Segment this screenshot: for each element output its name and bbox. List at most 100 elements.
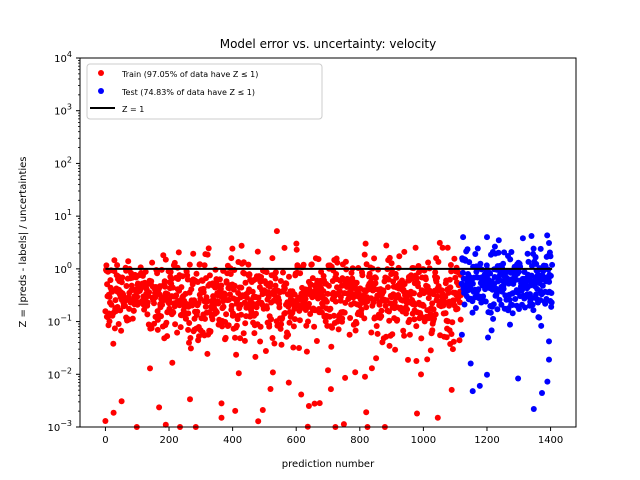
test-point	[472, 305, 479, 311]
train-point	[327, 305, 334, 312]
train-point	[436, 239, 443, 246]
train-point	[430, 306, 437, 313]
test-point	[461, 301, 468, 308]
train-point	[218, 400, 225, 407]
train-point	[170, 309, 177, 316]
train-point	[450, 338, 457, 345]
train-point	[298, 391, 305, 398]
test-point	[498, 301, 505, 308]
train-point	[386, 317, 393, 324]
train-point	[385, 284, 391, 291]
x-tick-label: 1400	[538, 435, 563, 446]
train-point	[361, 315, 368, 322]
train-point	[324, 290, 331, 297]
train-point	[418, 314, 425, 321]
train-point	[335, 326, 342, 333]
train-point	[400, 327, 407, 334]
train-point	[162, 256, 169, 263]
train-point	[102, 418, 109, 424]
train-point	[452, 274, 459, 281]
test-point	[500, 285, 507, 292]
train-point	[434, 293, 440, 300]
test-point	[537, 245, 544, 252]
train-point	[232, 334, 238, 341]
train-point	[267, 386, 274, 392]
train-point	[117, 307, 124, 314]
train-point	[163, 319, 170, 326]
train-point	[290, 323, 297, 330]
y-tick-label: 10−2	[47, 366, 72, 381]
train-point	[223, 311, 230, 318]
train-point	[322, 318, 329, 325]
train-point	[353, 279, 360, 286]
test-point	[529, 301, 536, 308]
train-point	[328, 343, 335, 350]
y-axis-label: Z = |preds - labels| / uncertainties	[18, 156, 29, 327]
train-point	[308, 261, 315, 268]
test-point	[530, 406, 537, 412]
train-point	[290, 344, 297, 351]
train-point	[115, 321, 122, 327]
train-point	[241, 337, 248, 344]
train-point	[103, 262, 110, 269]
train-point	[285, 331, 292, 338]
train-point	[315, 256, 322, 263]
train-point	[342, 374, 349, 381]
train-point	[296, 345, 302, 351]
train-point	[187, 345, 194, 352]
train-point	[240, 259, 247, 266]
train-point	[362, 373, 368, 380]
train-point	[291, 305, 298, 312]
legend: Train (97.05% of data have Z ≤ 1) Test (…	[86, 63, 323, 120]
test-point	[509, 310, 516, 317]
train-point	[122, 302, 128, 309]
train-point	[424, 356, 431, 363]
train-point	[149, 259, 156, 266]
train-point	[444, 244, 451, 251]
train-point	[386, 342, 393, 349]
test-point	[512, 296, 519, 302]
test-point	[501, 249, 508, 256]
train-point	[154, 326, 161, 333]
train-point	[255, 418, 262, 425]
train-point	[342, 258, 349, 265]
test-point	[464, 246, 471, 253]
train-point	[359, 272, 366, 279]
test-point	[476, 382, 483, 389]
test-point	[482, 298, 489, 305]
train-point	[277, 325, 284, 332]
train-point	[388, 260, 395, 267]
train-point	[368, 329, 375, 336]
train-point	[283, 280, 290, 287]
train-point	[271, 340, 278, 347]
train-point	[237, 335, 244, 342]
train-point	[118, 327, 125, 334]
train-point	[263, 269, 270, 276]
train-point	[394, 316, 401, 323]
train-point	[348, 269, 355, 276]
train-point	[300, 261, 307, 268]
train-point	[331, 312, 337, 319]
train-point	[286, 273, 292, 280]
train-point	[372, 280, 379, 287]
train-point	[238, 242, 245, 249]
plot-area	[79, 57, 577, 430]
train-point	[184, 276, 191, 283]
train-point	[311, 323, 318, 330]
train-point	[457, 316, 464, 323]
test-point	[533, 261, 540, 267]
train-point	[268, 316, 275, 323]
train-point	[266, 323, 273, 330]
test-point	[490, 315, 497, 322]
train-point	[220, 303, 227, 310]
train-point	[232, 407, 239, 414]
test-point	[469, 388, 476, 395]
train-point	[411, 316, 418, 323]
train-point	[235, 370, 242, 377]
train-point	[389, 331, 396, 338]
train-point	[106, 294, 113, 300]
train-point	[363, 409, 370, 416]
train-point	[110, 340, 117, 347]
train-point	[352, 327, 359, 334]
